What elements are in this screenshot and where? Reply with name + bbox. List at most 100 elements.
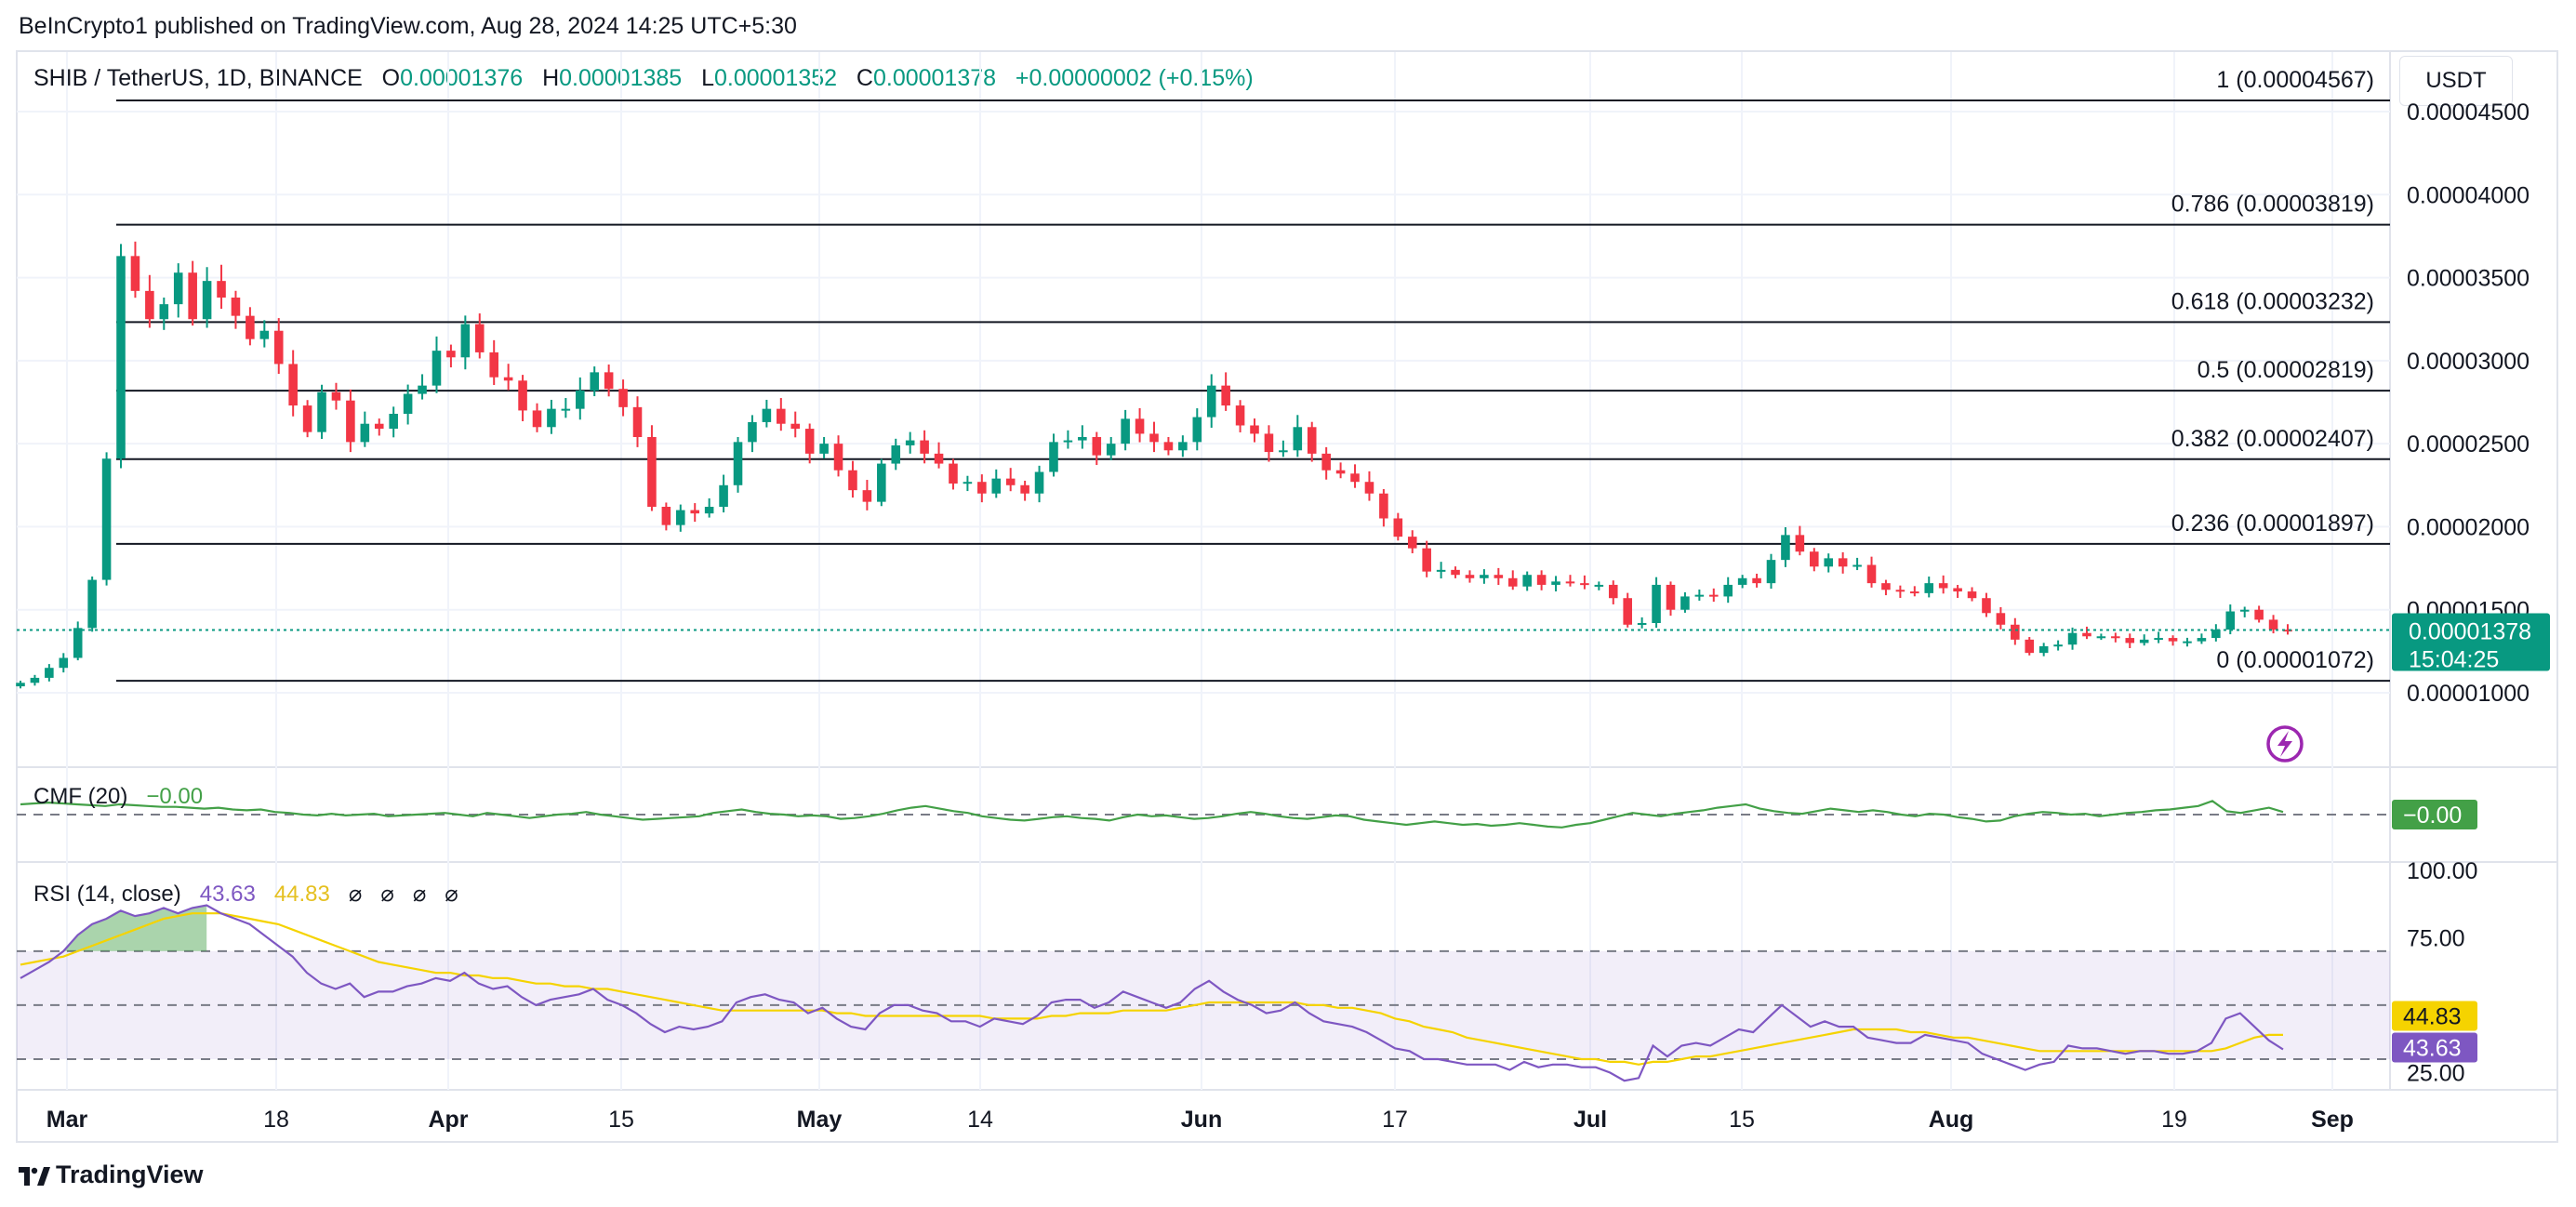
toggle-4[interactable]: ⌀	[445, 882, 458, 907]
candle-body	[1451, 569, 1460, 576]
rsi-badge-box	[2392, 1032, 2477, 1063]
candle	[432, 336, 442, 393]
candle-body	[647, 437, 657, 507]
candle	[920, 430, 929, 464]
candle-body	[331, 391, 341, 401]
candles	[16, 241, 2292, 689]
candle-body	[1838, 558, 1848, 567]
time-tick-label: Mar	[46, 1107, 88, 1133]
candle	[1149, 421, 1159, 453]
cmf-legend[interactable]: CMF (20) −0.00	[33, 784, 203, 810]
rsi-legend[interactable]: RSI (14, close) 43.63 44.83 ⌀ ⌀ ⌀ ⌀	[33, 881, 458, 908]
lightning-icon[interactable]	[2266, 725, 2304, 763]
candle	[1507, 570, 1518, 590]
candle-body	[16, 683, 25, 687]
candle	[159, 297, 169, 330]
candle	[360, 411, 370, 447]
candle-body	[777, 408, 786, 424]
candle	[604, 364, 614, 397]
candle	[2239, 606, 2250, 617]
candle-body	[1680, 596, 1690, 610]
candle-body	[87, 579, 97, 629]
candle-body	[1824, 558, 1834, 567]
candle	[460, 315, 471, 370]
fib-label: 0.5 (0.00002819)	[2198, 357, 2374, 383]
candle	[518, 375, 527, 421]
candle	[389, 406, 398, 438]
candle-body	[1709, 594, 1719, 597]
candle	[2067, 627, 2078, 650]
toggle-2[interactable]: ⌀	[380, 882, 394, 907]
candle	[1092, 431, 1102, 466]
candle-body	[1063, 440, 1073, 443]
candle	[1536, 570, 1547, 590]
cmf-pane	[17, 800, 2390, 829]
candle-body	[804, 429, 815, 454]
candle	[1020, 480, 1029, 501]
candle-body	[188, 272, 197, 320]
candle	[331, 382, 341, 410]
candle	[1723, 577, 1733, 604]
rsi-ma-badge: 44.83	[2392, 1001, 2477, 1031]
candle	[273, 318, 284, 375]
candle-body	[2011, 624, 2020, 640]
candle-body	[1092, 437, 1102, 456]
time-tick-label: 17	[1382, 1107, 1408, 1133]
time-axis[interactable]: Mar 18 Apr 15 May 14 Jun 17 Jul 15 Aug 19 Sep	[46, 1107, 2354, 1133]
price-axis[interactable]: 0.00004500 0.00004000 0.00003500 0.00003000…	[2407, 99, 2530, 1086]
candle	[733, 436, 743, 493]
candle	[101, 452, 112, 586]
open-value: 0.00001376	[400, 65, 524, 91]
candle-body	[833, 444, 843, 471]
candle-body	[1565, 581, 1575, 584]
candle	[1637, 617, 1647, 629]
fib-retracement[interactable]: 1 (0.00004567) 0.786 (0.00003819) 0.618 (0…	[116, 67, 2390, 683]
currency-selector[interactable]: USDT	[2399, 56, 2513, 106]
candle	[1810, 548, 1819, 572]
candle-body	[2239, 609, 2250, 612]
candle	[1135, 408, 1145, 443]
rsi-tick-label: 25.00	[2407, 1060, 2465, 1086]
candle	[1551, 576, 1560, 591]
candle	[1737, 575, 1747, 589]
candle-body	[719, 484, 728, 507]
candle	[1221, 372, 1230, 411]
candle	[690, 503, 700, 523]
rsi-overbought-fill	[20, 905, 207, 951]
candle-body	[1723, 584, 1733, 597]
toggle-1[interactable]: ⌀	[348, 882, 363, 907]
candle-body	[1106, 444, 1116, 456]
fib-label: 1 (0.00004567)	[2216, 67, 2374, 93]
candle	[45, 664, 54, 682]
candle-body	[690, 510, 700, 514]
rsi-badge-text: 43.63	[2403, 1036, 2462, 1062]
candle-body	[1938, 583, 1948, 589]
candle-body	[2025, 639, 2035, 654]
candle	[1766, 553, 1776, 590]
candle	[1063, 430, 1073, 449]
candle-body	[790, 423, 801, 430]
candle	[891, 438, 901, 471]
candle	[2053, 640, 2063, 651]
candle-body	[1652, 584, 1661, 623]
candle-body	[891, 444, 901, 464]
candle-body	[1766, 560, 1776, 584]
candle	[1967, 587, 1977, 602]
candle	[1335, 462, 1346, 479]
candle	[73, 621, 83, 661]
candle	[547, 399, 556, 434]
candle	[748, 415, 757, 453]
footer-brand[interactable]: TradingView	[19, 1161, 204, 1189]
candle	[1364, 471, 1374, 501]
candle	[2154, 631, 2163, 643]
rsi-pane	[20, 904, 2284, 1082]
candle-body	[1866, 564, 1877, 584]
candle-body	[1551, 581, 1560, 585]
candle-body	[2139, 639, 2149, 643]
candle-body	[59, 657, 69, 669]
candle	[1350, 464, 1360, 488]
candle	[474, 313, 485, 359]
toggle-3[interactable]: ⌀	[412, 882, 427, 907]
